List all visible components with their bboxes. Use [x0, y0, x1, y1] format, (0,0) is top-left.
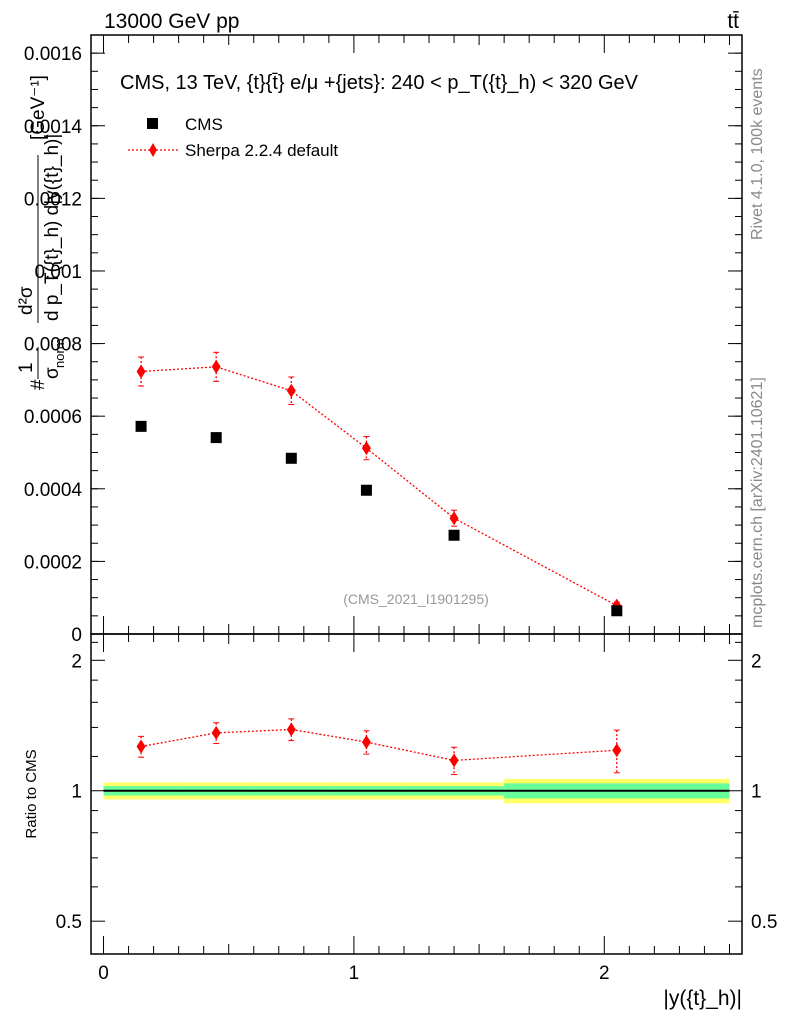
ratio-band-layer	[103, 778, 730, 804]
sherpa-point	[361, 441, 371, 456]
cms-point	[448, 529, 460, 541]
ratio-y-tick-label-right: 1	[751, 782, 762, 803]
mcplots-label: mcplots.cern.ch [arXiv:2401.10621]	[749, 377, 766, 628]
ratio-y-tick-label: 2	[71, 651, 82, 672]
y-label-unit: [GeV⁻¹]	[28, 75, 49, 140]
legend-sherpa-label: Sherpa 2.2.4 default	[185, 141, 338, 160]
legend-sherpa-marker	[149, 143, 157, 157]
ratio-y-tick-label-right: 2	[751, 651, 762, 672]
legend-cms-marker	[147, 118, 158, 129]
main-y-tick-label: 0.001	[34, 262, 82, 283]
ratio-sherpa-point	[286, 722, 296, 737]
main-y-tick-label: 0.0006	[24, 407, 82, 428]
y-label-denominator: d p_T({t}_h) d|y({t}_h)|	[42, 134, 63, 321]
ratio-y-tick-label: 0.5	[56, 912, 82, 933]
ratio-frame	[90, 633, 743, 955]
ratio-data-layer	[136, 718, 622, 776]
y-label-hash: #	[28, 379, 49, 390]
y-label-sigma: σ	[42, 367, 63, 379]
ratio-sherpa-line	[140, 728, 617, 762]
main-axis-ticks: 00.00020.00040.00060.00080.0010.00120.00…	[24, 34, 742, 646]
main-y-axis-label: # 1 σ norm d²σ d p_T({t}_h) d|y({t}_h)| …	[16, 75, 67, 390]
ratio-sherpa-point	[612, 743, 622, 758]
ratio-sherpa-point	[361, 735, 371, 750]
x-axis-label: |y({t}_h)|	[663, 987, 742, 1010]
x-tick-label: 1	[349, 963, 360, 984]
y-label-one: 1	[16, 362, 37, 373]
ratio-sherpa-point	[136, 739, 146, 754]
cms-point	[210, 432, 222, 444]
ratio-y-tick-label-right: 0.5	[751, 912, 777, 933]
main-y-tick-label: 0.0014	[24, 117, 83, 138]
ratio-y-tick-label: 1	[71, 782, 82, 803]
chart-title: CMS, 13 TeV, {t}{t̄} e/μ +{jets}: 240 < …	[120, 72, 639, 94]
x-tick-label: 2	[599, 963, 610, 984]
main-y-tick-label: 0.0016	[24, 44, 82, 65]
energy-label: 13000 GeV pp	[104, 10, 239, 33]
y-label-norm: norm	[52, 338, 67, 368]
legend: CMS Sherpa 2.2.4 default	[128, 115, 338, 160]
y-label-numerator: d²σ	[16, 286, 37, 315]
main-y-tick-label: 0.0004	[24, 480, 83, 501]
rivet-version-label: Rivet 4.1.0, 100k events	[749, 68, 766, 240]
ratio-y-axis-label: Ratio to CMS	[23, 749, 40, 838]
cms-point	[360, 484, 372, 496]
main-y-tick-label: 0	[71, 625, 82, 646]
legend-cms-label: CMS	[185, 115, 223, 134]
sherpa-point	[449, 511, 459, 526]
ratio-panel: 0.5 0.5 1 1 2 2 0 1 2 Ratio to CMS |y({t}_h)|	[23, 633, 777, 1010]
process-label: tt̄	[727, 10, 739, 33]
x-tick-label: 0	[98, 963, 109, 984]
sherpa-line	[141, 366, 618, 607]
ratio-sherpa-point	[211, 725, 221, 740]
analysis-watermark: (CMS_2021_I1901295)	[343, 591, 489, 607]
cms-point	[135, 420, 147, 432]
main-y-tick-label: 0.0002	[24, 552, 82, 573]
main-panel: 00.00020.00040.00060.00080.0010.00120.00…	[16, 34, 743, 646]
sherpa-point	[286, 383, 296, 398]
sherpa-point	[136, 364, 146, 379]
ratio-axis-ticks: 0.5 0.5 1 1 2 2 0 1 2	[56, 634, 777, 984]
main-data-layer	[135, 351, 623, 617]
cms-point	[285, 452, 297, 464]
sherpa-point	[211, 359, 221, 374]
cms-point	[611, 605, 623, 617]
ratio-sherpa-point	[449, 753, 459, 768]
